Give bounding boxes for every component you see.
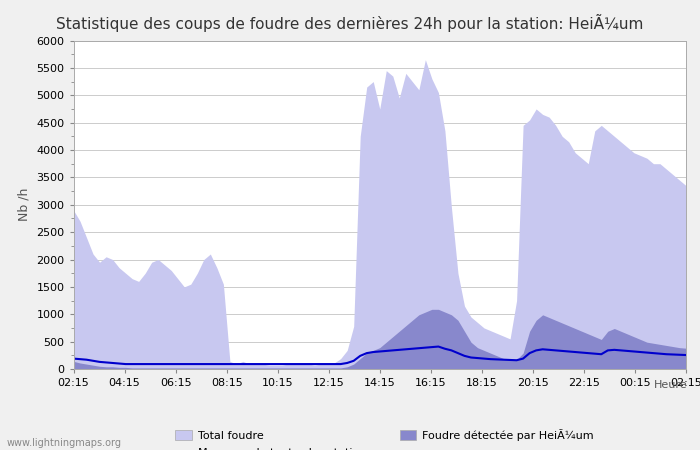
Text: Heure: Heure — [654, 380, 687, 390]
Text: www.lightningmaps.org: www.lightningmaps.org — [7, 438, 122, 448]
Legend: Total foudre, Moyenne de toutes les stations, Foudre détectée par HeiÃ¼um: Total foudre, Moyenne de toutes les stat… — [171, 425, 598, 450]
Text: Statistique des coups de foudre des dernières 24h pour la station: HeiÃ¼um: Statistique des coups de foudre des dern… — [56, 14, 644, 32]
Y-axis label: Nb /h: Nb /h — [18, 188, 31, 221]
